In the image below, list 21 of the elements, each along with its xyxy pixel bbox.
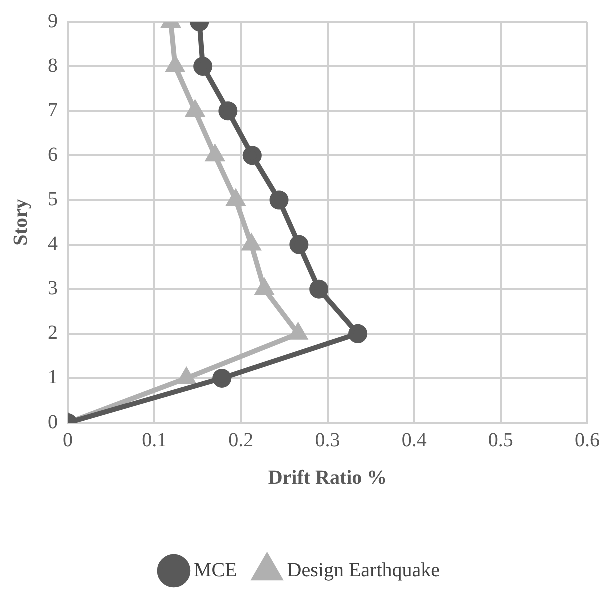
x-axis-title: Drift Ratio % <box>268 467 388 490</box>
y-tick-label: 5 <box>48 188 58 210</box>
y-tick-label: 8 <box>48 54 58 77</box>
y-tick-label: 1 <box>48 366 58 389</box>
x-tick-label: 0.3 <box>315 429 340 452</box>
y-axis-title: Story <box>10 199 32 246</box>
x-tick-label: 0 <box>63 429 73 452</box>
x-tick-label: 0.5 <box>488 429 514 452</box>
x-tick-label: 0.6 <box>575 429 600 452</box>
y-tick-label: 6 <box>48 144 58 166</box>
x-tick-label: 0.1 <box>142 429 168 452</box>
y-tick-label: 2 <box>48 322 58 344</box>
y-tick-label: 9 <box>48 10 58 32</box>
y-tick-label: 7 <box>48 99 58 122</box>
y-tick-label: 0 <box>48 411 58 434</box>
legend-label: Design Earthquake <box>287 559 440 582</box>
y-tick-label: 4 <box>48 233 58 256</box>
x-tick-label: 0.2 <box>228 429 254 452</box>
legend-label: MCE <box>194 559 238 582</box>
y-tick-label: 3 <box>48 278 58 300</box>
x-tick-label: 0.4 <box>402 429 427 452</box>
